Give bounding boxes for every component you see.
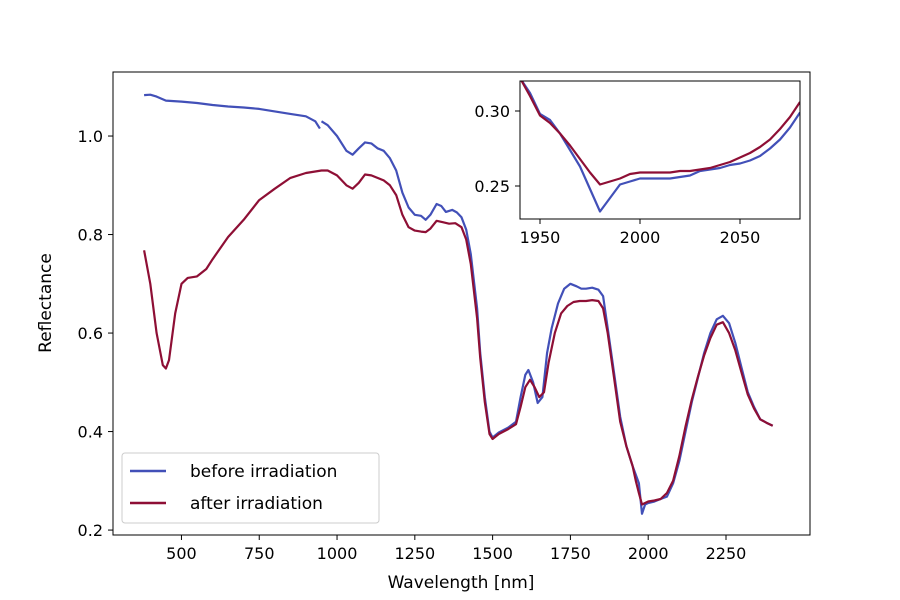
y-tick-label: 0.2 — [78, 521, 103, 540]
inset-line-after — [520, 81, 800, 186]
main-x-ticks: 500 750 1000 1250 1500 1750 2000 2250 — [166, 535, 746, 563]
inset-plot: 1950 2000 2050 0.25 0.30 — [474, 80, 801, 247]
x-tick-label: 1250 — [394, 544, 435, 563]
inset-x-tick-label: 2050 — [720, 228, 761, 247]
inset-y-tick-label: 0.25 — [474, 177, 510, 196]
x-tick-label: 1500 — [472, 544, 513, 563]
inset-line-before — [520, 81, 800, 213]
y-tick-label: 0.8 — [78, 226, 103, 245]
legend-label-after: after irradiation — [190, 494, 323, 514]
main-plot-frame — [112, 71, 811, 536]
inset-x-tick-label: 1950 — [520, 228, 561, 247]
inset-background — [520, 81, 800, 219]
y-tick-label: 0.4 — [78, 423, 103, 442]
x-tick-label: 1750 — [550, 544, 591, 563]
y-tick-label: 0.6 — [78, 324, 103, 343]
series-line-after-0 — [143, 169, 774, 506]
main-plot: 500 750 1000 1250 1500 1750 2000 2250 0.2 0.4 0.6… — [36, 71, 811, 593]
inset-x-ticks: 1950 2000 2050 — [520, 219, 761, 247]
main-y-ticks: 0.2 0.4 0.6 0.8 1.0 — [78, 127, 113, 540]
y-axis-label: Reflectance — [36, 253, 56, 353]
inset-series-lines — [520, 81, 800, 213]
legend: before irradiation after irradiation — [121, 452, 380, 524]
legend-label-before: before irradiation — [190, 462, 337, 482]
x-tick-label: 500 — [166, 544, 197, 563]
legend-box — [121, 452, 380, 524]
x-tick-label: 2250 — [706, 544, 747, 563]
inset-y-tick-label: 0.30 — [474, 102, 510, 121]
x-tick-label: 750 — [244, 544, 275, 563]
x-tick-label: 1000 — [317, 544, 358, 563]
main-series-lines — [143, 93, 774, 515]
x-axis-label: Wavelength [nm] — [388, 573, 535, 593]
inset-x-tick-label: 2000 — [620, 228, 661, 247]
inset-y-ticks: 0.25 0.30 — [474, 102, 520, 196]
series-line-before-0 — [144, 93, 321, 130]
inset-frame — [519, 80, 801, 220]
y-tick-label: 1.0 — [78, 127, 103, 146]
x-tick-label: 2000 — [628, 544, 669, 563]
